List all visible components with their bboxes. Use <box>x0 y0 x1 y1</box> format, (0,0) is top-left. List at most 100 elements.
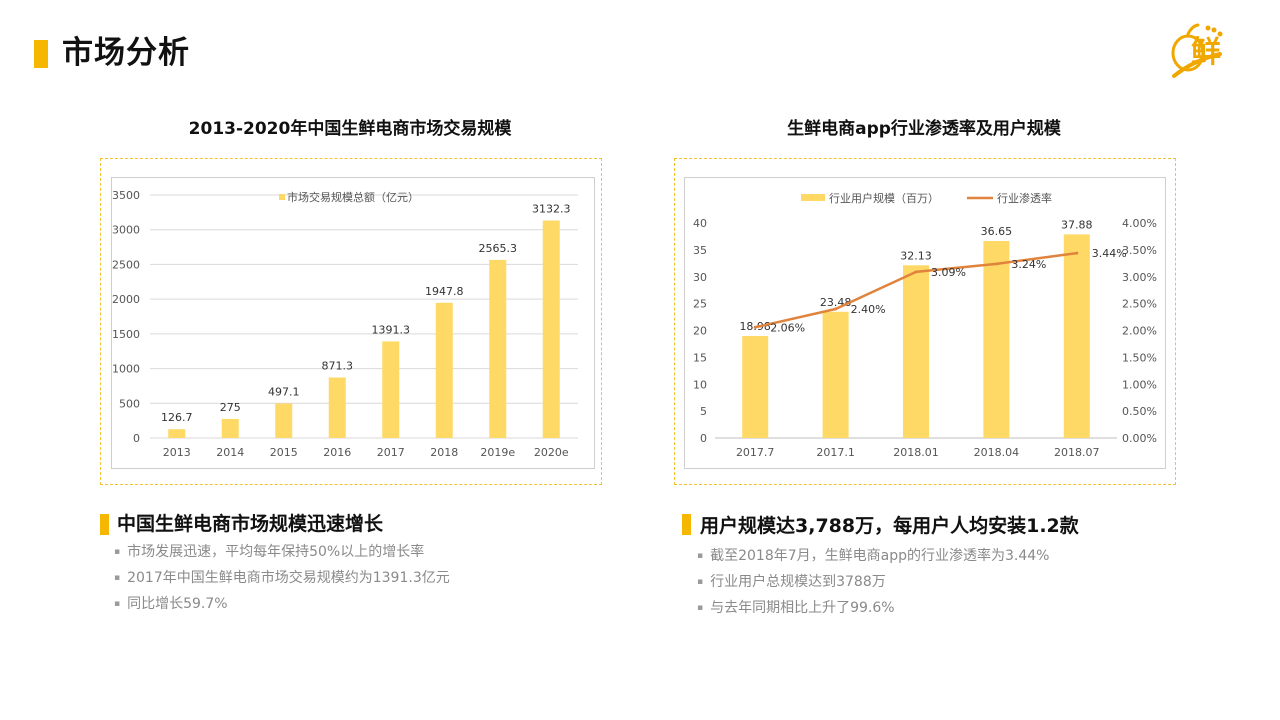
bar <box>221 418 239 438</box>
y-tick-label: 3500 <box>112 189 140 202</box>
data-label: 126.7 <box>161 411 193 424</box>
data-label: 2565.3 <box>479 242 518 255</box>
data-label: 3132.3 <box>532 203 571 216</box>
x-tick-label: 2018.04 <box>974 446 1020 459</box>
list-item: 市场发展迅速，平均每年保持50%以上的增长率 <box>114 540 450 566</box>
bar <box>328 377 346 438</box>
legend-swatch <box>279 194 285 200</box>
y-tick-label: 30 <box>693 271 707 284</box>
right-section-accent-bar <box>682 514 691 535</box>
y-tick-label: 20 <box>693 325 707 338</box>
x-tick-label: 2017.1 <box>816 446 855 459</box>
y-tick-label: 5 <box>700 405 707 418</box>
y-tick-label: 15 <box>693 351 707 364</box>
y2-tick-label: 0.00% <box>1122 432 1157 445</box>
legend-label: 行业用户规模（百万） <box>829 191 939 205</box>
data-label: 37.88 <box>1061 218 1093 231</box>
y2-tick-label: 2.00% <box>1122 325 1157 338</box>
bar <box>983 241 1010 438</box>
left-chart-svg: 0 500 1000 1500 2000 2500 3000 3500 126.7 2013 275… <box>112 189 578 459</box>
legend-label: 行业渗透率 <box>997 191 1052 205</box>
right-chart: 0 5 10 15 20 25 30 35 40 0.00% 0.50% 1.00% 1.50% 2.00… <box>684 177 1166 469</box>
left-section-title: 中国生鲜电商市场规模迅速增长 <box>117 513 384 535</box>
y-tick-label: 2000 <box>112 293 140 306</box>
list-item: 2017年中国生鲜电商市场交易规模约为1391.3亿元 <box>114 566 450 592</box>
bar <box>822 311 849 438</box>
y-tick-label: 0 <box>700 432 707 445</box>
x-tick-label: 2018.01 <box>893 446 939 459</box>
line-data-label: 3.09% <box>931 266 966 279</box>
left-chart-title: 2013-2020年中国生鲜电商市场交易规模 <box>188 119 512 139</box>
x-tick-label: 2017 <box>377 446 405 459</box>
line-point <box>994 262 998 266</box>
line-point <box>1075 251 1079 255</box>
fresh-logo-icon: 鲜 <box>1171 23 1223 78</box>
line-data-label: 3.44% <box>1092 247 1127 260</box>
page-title: 市场分析 <box>62 35 190 71</box>
bar <box>1063 234 1090 438</box>
y2-tick-label: 0.50% <box>1122 405 1157 418</box>
left-section-accent-bar <box>100 514 109 535</box>
data-label: 1391.3 <box>372 323 411 336</box>
logo-glyph: 鲜 <box>1191 35 1221 70</box>
legend-swatch-bars <box>801 194 825 201</box>
x-tick-label: 2013 <box>163 446 191 459</box>
x-tick-label: 2014 <box>216 446 244 459</box>
right-section-title: 用户规模达3,788万，每用户人均安装1.2款 <box>700 515 1079 537</box>
y2-tick-label: 3.50% <box>1122 244 1157 257</box>
x-tick-label: 2019e <box>480 446 515 459</box>
bar <box>903 265 929 438</box>
right-chart-frame <box>674 158 1176 485</box>
list-item: 与去年同期相比上升了99.6% <box>697 596 1049 622</box>
list-item: 行业用户总规模达到3788万 <box>697 570 1049 596</box>
y2-tick-label: 2.50% <box>1122 298 1157 311</box>
bar <box>275 403 293 438</box>
bar <box>435 302 453 438</box>
x-tick-label: 2018.07 <box>1054 446 1100 459</box>
x-tick-label: 2018 <box>430 446 458 459</box>
data-label: 36.65 <box>981 225 1013 238</box>
y-tick-label: 25 <box>693 298 707 311</box>
data-label: 32.13 <box>900 249 932 262</box>
y-tick-label: 3000 <box>112 224 140 237</box>
data-label: 275 <box>220 401 241 414</box>
line-point <box>914 270 918 274</box>
y-tick-label: 40 <box>693 217 707 230</box>
line-point <box>753 325 757 329</box>
y-tick-label: 10 <box>693 378 707 391</box>
line-data-label: 2.40% <box>851 303 886 316</box>
x-tick-label: 2016 <box>323 446 351 459</box>
line-data-label: 2.06% <box>770 321 805 334</box>
right-chart-title: 生鲜电商app行业渗透率及用户规模 <box>787 119 1061 139</box>
bar <box>742 335 769 438</box>
data-label: 23.48 <box>820 296 852 309</box>
left-chart: 0 500 1000 1500 2000 2500 3000 3500 126.7 2013 275… <box>111 177 595 469</box>
data-label: 1947.8 <box>425 285 464 298</box>
y2-tick-label: 1.00% <box>1122 378 1157 391</box>
left-chart-frame <box>100 158 602 485</box>
y-tick-label: 1000 <box>112 363 140 376</box>
y2-tick-label: 3.00% <box>1122 271 1157 284</box>
data-label: 497.1 <box>268 385 300 398</box>
y2-tick-label: 4.00% <box>1122 217 1157 230</box>
data-label: 871.3 <box>322 360 354 373</box>
list-item: 截至2018年7月，生鲜电商app的行业渗透率为3.44% <box>697 544 1049 570</box>
bar <box>382 341 400 438</box>
right-bullet-list: 截至2018年7月，生鲜电商app的行业渗透率为3.44% 行业用户总规模达到3… <box>697 544 1049 622</box>
y2-tick-label: 1.50% <box>1122 351 1157 364</box>
line-point <box>834 307 838 311</box>
x-tick-label: 2017.7 <box>736 446 775 459</box>
y-tick-label: 2500 <box>112 258 140 271</box>
x-tick-label: 2020e <box>534 446 569 459</box>
bar <box>168 429 186 438</box>
legend-label: 市场交易规模总额（亿元） <box>287 190 419 204</box>
y-tick-label: 500 <box>119 397 140 410</box>
bar <box>489 259 507 438</box>
x-tick-label: 2015 <box>270 446 298 459</box>
line-data-label: 3.24% <box>1011 258 1046 271</box>
title-accent-bar <box>34 40 48 68</box>
bar <box>542 220 560 438</box>
y-tick-label: 35 <box>693 244 707 257</box>
left-bullet-list: 市场发展迅速，平均每年保持50%以上的增长率 2017年中国生鲜电商市场交易规模… <box>114 540 450 618</box>
y-tick-label: 0 <box>133 432 140 445</box>
